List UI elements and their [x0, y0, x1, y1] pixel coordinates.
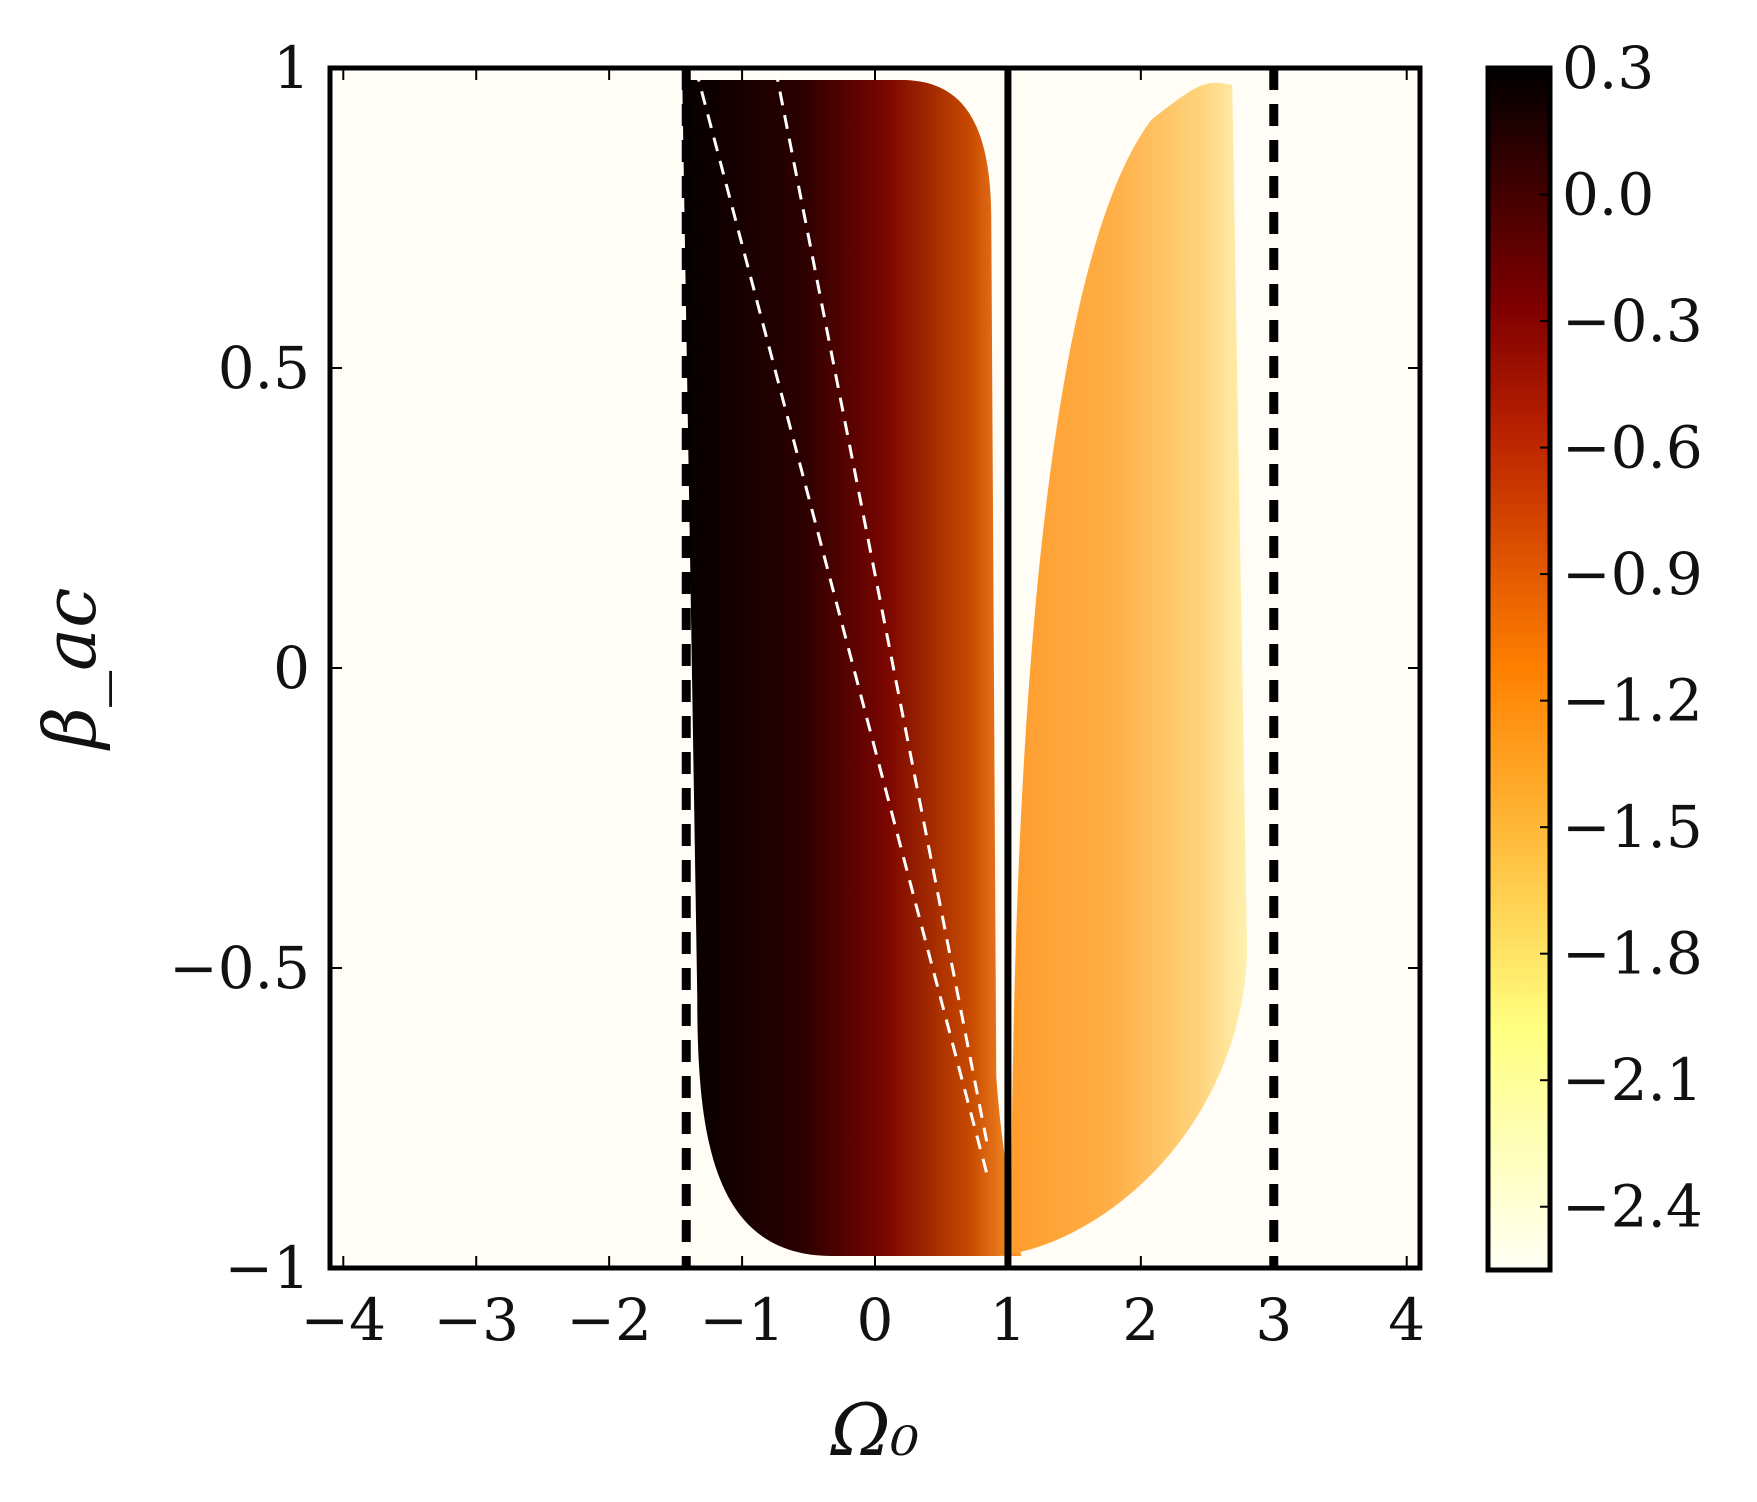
- colorbar-tick-label: −0.9: [1562, 540, 1703, 608]
- left-region: [682, 80, 1022, 1256]
- colorbar-tick-label: −2.1: [1562, 1046, 1703, 1114]
- colorbar-tick-label: −1.2: [1562, 667, 1703, 735]
- colorbar-gradient: [1485, 65, 1553, 1273]
- colorbar-tick-label: 0.3: [1562, 34, 1654, 102]
- colorbar-tick-label: −2.4: [1562, 1173, 1703, 1241]
- colorbar-tick-label: 0.0: [1562, 161, 1654, 229]
- y-ticks: −1 −0.5 0 0.5 1: [169, 34, 1420, 1302]
- colorbar-tick-label: −1.8: [1562, 920, 1703, 988]
- x-tick-label: 1: [989, 1286, 1026, 1354]
- y-tick-label: 0.5: [218, 334, 310, 402]
- colorbar: 0.3 0.0 −0.3 −0.6 −0.9 −1.2 −1.5 −1.8 −2.1 −2.4: [1485, 34, 1703, 1273]
- x-ticks: −4 −3 −2 −1 0 1 2 3 4: [301, 68, 1425, 1354]
- right-region: [997, 82, 1248, 1256]
- plot-area: −4 −3 −2 −1 0 1 2 3 4 −1 −0.5 0 0.5 1 Ω₀ β_ac: [28, 34, 1425, 1472]
- x-tick-label: 3: [1255, 1286, 1292, 1354]
- colorbar-tick-label: −1.5: [1562, 793, 1703, 861]
- white-dashed-lines: [694, 68, 990, 1179]
- colorbar-tick-label: −0.3: [1562, 287, 1703, 355]
- white-dashed-line: [773, 68, 990, 1149]
- y-axis-label: β_ac: [28, 588, 112, 752]
- y-tick-label: −1: [225, 1234, 311, 1302]
- x-tick-label: −3: [433, 1286, 519, 1354]
- y-tick-label: −0.5: [169, 934, 310, 1002]
- y-tick-label: 0: [273, 634, 310, 702]
- x-tick-label: 0: [857, 1286, 894, 1354]
- x-tick-label: −4: [301, 1286, 387, 1354]
- x-tick-label: 2: [1122, 1286, 1159, 1354]
- vertical-lines: [681, 68, 1279, 1268]
- x-tick-label: −2: [566, 1286, 652, 1354]
- colorbar-tick-label: −0.6: [1562, 414, 1703, 482]
- colorbar-ticks: 0.3 0.0 −0.3 −0.6 −0.9 −1.2 −1.5 −1.8 −2.1 −2.4: [1540, 34, 1703, 1241]
- y-tick-label: 1: [273, 34, 310, 102]
- x-axis-label: Ω₀: [830, 1388, 920, 1472]
- x-tick-label: 4: [1388, 1286, 1425, 1354]
- x-tick-label: −1: [699, 1286, 785, 1354]
